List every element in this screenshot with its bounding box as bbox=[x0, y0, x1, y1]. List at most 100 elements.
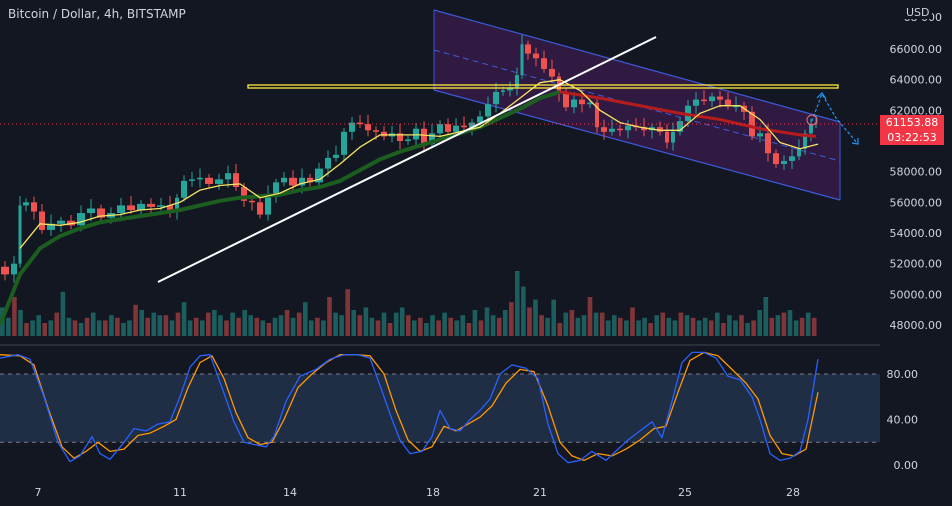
chart-title: Bitcoin / Dollar, 4h, BITSTAMP bbox=[8, 7, 186, 21]
candle-body bbox=[241, 187, 247, 201]
candle-body bbox=[789, 156, 795, 161]
volume-bar bbox=[200, 320, 205, 336]
candle-body bbox=[147, 203, 155, 207]
volume-bar bbox=[757, 310, 762, 336]
volume-bar bbox=[575, 317, 581, 336]
candle-body bbox=[11, 263, 17, 275]
volume-bar bbox=[72, 320, 78, 336]
volume-bar bbox=[212, 310, 217, 336]
volume-bar bbox=[690, 317, 696, 336]
candle-body bbox=[781, 160, 787, 164]
candle-body bbox=[341, 131, 347, 155]
volume-bar bbox=[581, 315, 587, 336]
candle-body bbox=[587, 102, 593, 105]
candle-body bbox=[315, 168, 323, 183]
ema-fast-line bbox=[19, 79, 819, 249]
candle-body bbox=[501, 90, 505, 92]
candle-body bbox=[641, 127, 647, 131]
candle-body bbox=[701, 99, 707, 102]
volume-bar bbox=[612, 315, 617, 336]
candle-body bbox=[469, 122, 475, 128]
drawing-tools[interactable] bbox=[157, 36, 859, 283]
volume-bar bbox=[521, 286, 526, 336]
candle-body bbox=[571, 99, 577, 108]
candle-body bbox=[657, 127, 663, 132]
volume-bar bbox=[496, 317, 502, 336]
candle-body bbox=[117, 205, 125, 214]
y-tick-label: 54000.00 bbox=[890, 227, 943, 240]
candle-body bbox=[533, 53, 539, 59]
volume-bar bbox=[109, 315, 114, 336]
volume-bar bbox=[399, 307, 405, 336]
candle-body bbox=[137, 203, 145, 210]
last-price-badge: 61153.88 bbox=[880, 115, 944, 130]
volume-bars bbox=[0, 271, 817, 336]
volume-bar bbox=[430, 315, 435, 336]
volume-bar bbox=[648, 323, 653, 336]
y-tick-label: 58000.00 bbox=[890, 166, 943, 179]
volume-bar bbox=[642, 317, 647, 336]
candle-body bbox=[365, 124, 371, 131]
volume-bar bbox=[206, 312, 211, 336]
volume-bar bbox=[660, 312, 666, 336]
candle-body bbox=[189, 179, 195, 181]
stochastic-band-background bbox=[0, 344, 880, 443]
candle-body bbox=[579, 99, 585, 105]
volume-bar bbox=[345, 289, 350, 336]
volume-bar bbox=[193, 317, 199, 336]
volume-bar bbox=[618, 317, 623, 336]
volume-bar bbox=[527, 307, 532, 336]
y-tick-label: 48000.00 bbox=[890, 319, 943, 332]
volume-bar bbox=[60, 291, 66, 336]
candle-body bbox=[97, 208, 105, 218]
volume-bar bbox=[187, 320, 193, 336]
candle-body bbox=[485, 104, 491, 117]
volume-bar bbox=[509, 302, 514, 336]
candle-body bbox=[281, 177, 287, 183]
volume-bar bbox=[115, 317, 120, 336]
candle-body bbox=[671, 131, 675, 143]
resistance-zone bbox=[247, 84, 839, 89]
volume-bar bbox=[478, 320, 484, 336]
volume-bar bbox=[557, 323, 563, 336]
volume-bar bbox=[460, 315, 466, 336]
candle-body bbox=[157, 205, 165, 207]
x-tick-label: 14 bbox=[283, 486, 297, 499]
candle-body bbox=[520, 44, 524, 76]
volume-bar bbox=[636, 320, 641, 336]
volume-bar bbox=[793, 320, 799, 336]
candlestick-series[interactable] bbox=[1, 35, 818, 283]
volume-bar bbox=[351, 310, 356, 336]
volume-bar bbox=[448, 317, 453, 336]
volume-bar bbox=[587, 297, 593, 336]
stoch-y-tick-label: 40.00 bbox=[887, 414, 919, 427]
volume-bar bbox=[333, 312, 338, 336]
volume-bar bbox=[442, 312, 447, 336]
stochastic-rsi-pane[interactable] bbox=[0, 351, 819, 464]
channel-upper-line bbox=[433, 9, 841, 123]
candle-body bbox=[797, 148, 801, 157]
volume-bar bbox=[393, 312, 399, 336]
volume-bar bbox=[666, 317, 672, 336]
volume-bar bbox=[424, 323, 429, 336]
candle-body bbox=[525, 44, 531, 54]
candle-body bbox=[23, 202, 29, 206]
volume-bar bbox=[715, 312, 720, 336]
candle-body bbox=[233, 173, 239, 187]
volume-bar bbox=[466, 323, 472, 336]
volume-bar bbox=[290, 317, 296, 336]
volume-bar bbox=[163, 315, 169, 336]
volume-bar bbox=[175, 312, 181, 336]
candle-body bbox=[725, 99, 731, 106]
volume-bar bbox=[36, 315, 41, 336]
currency-label[interactable]: USD bbox=[904, 6, 932, 19]
volume-bar bbox=[805, 312, 811, 336]
volume-bar bbox=[721, 323, 726, 336]
candle-body bbox=[197, 177, 203, 180]
volume-bar bbox=[684, 315, 690, 336]
candle-body bbox=[77, 213, 85, 226]
volume-bar bbox=[375, 320, 381, 336]
candle-body bbox=[225, 173, 231, 180]
volume-bar bbox=[254, 317, 260, 336]
